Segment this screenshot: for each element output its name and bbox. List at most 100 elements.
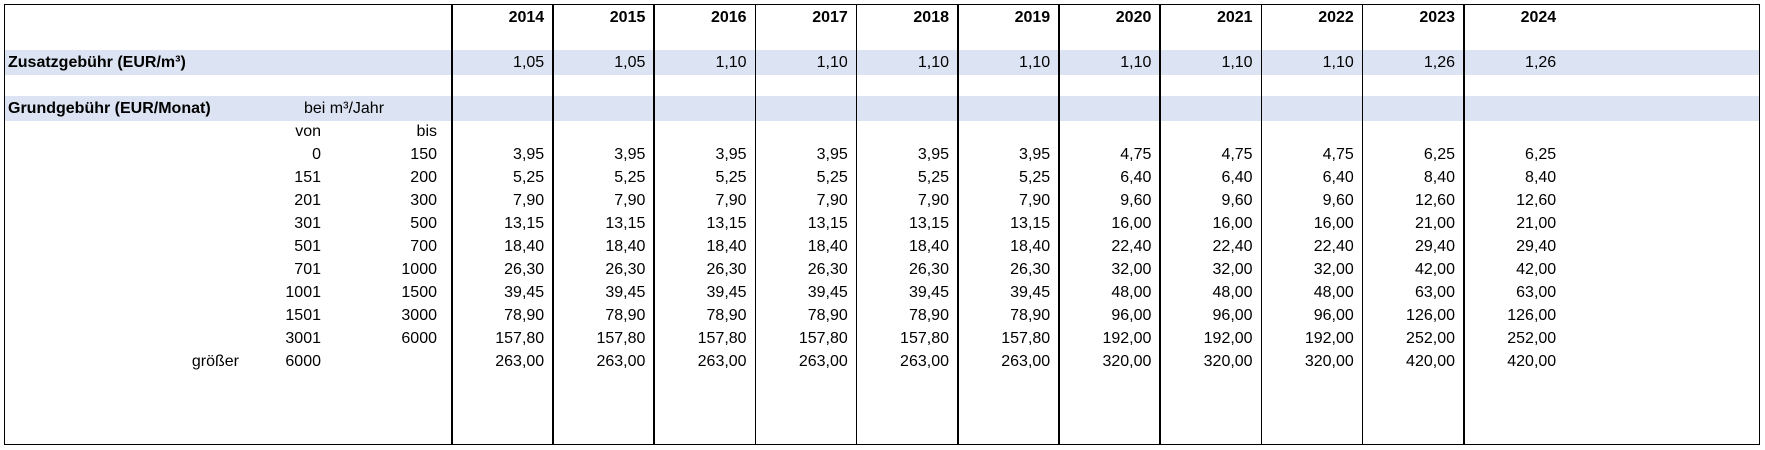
grund-fee-value: 126,00 [1406,307,1455,324]
grund-fee-value: 4,75 [1120,146,1152,163]
year-header-2024: 2024 [1520,9,1557,26]
grund-fee-value: 7,90 [614,192,646,209]
range-prefix: größer [191,353,239,370]
grund-fee-value: 5,25 [614,169,646,186]
year-header-2015: 2015 [609,9,646,26]
zusatz-value: 1,10 [816,54,848,71]
grund-fee-value: 6,40 [1221,169,1253,186]
grund-fee-value: 42,00 [1414,261,1455,278]
grund-unit-label: bei m³/Jahr [304,100,385,117]
year-header-2023: 2023 [1419,9,1455,26]
zusatz-value: 1,10 [1120,54,1152,71]
range-to: 700 [410,238,437,255]
grund-fee-value: 5,25 [513,169,545,186]
range-from: 1501 [285,307,321,324]
year-header-2018: 2018 [913,9,949,26]
column-divider [1159,5,1161,444]
grund-fee-value: 7,90 [715,192,747,209]
fee-table: Zusatzgebühr (EUR/m³) Grundgebühr (EUR/M… [4,4,1760,445]
column-divider [1058,5,1060,444]
grund-fee-value: 18,40 [504,238,545,255]
grund-fee-value: 32,00 [1111,261,1152,278]
grund-fee-value: 5,25 [816,169,848,186]
grund-fee-value: 26,30 [706,261,747,278]
bis-header: bis [416,123,437,140]
grund-fee-value: 7,90 [1019,192,1051,209]
grund-fee-value: 192,00 [1203,330,1253,347]
grund-fee-value: 78,90 [908,307,949,324]
grund-fee-value: 3,95 [715,146,747,163]
grund-fee-value: 39,45 [504,284,545,301]
grund-fee-value: 157,80 [900,330,949,347]
grund-fee-value: 78,90 [504,307,545,324]
zusatz-row-band [5,50,1759,75]
grund-fee-value: 48,00 [1212,284,1253,301]
grund-fee-value: 157,80 [697,330,747,347]
grund-fee-value: 6,40 [1322,169,1354,186]
grund-fee-value: 252,00 [1507,330,1557,347]
range-from: 301 [294,215,321,232]
grund-fee-value: 18,40 [807,238,848,255]
grund-fee-value: 18,40 [1010,238,1051,255]
grund-fee-value: 39,45 [807,284,848,301]
grund-fee-value: 63,00 [1414,284,1455,301]
grund-fee-value: 157,80 [1001,330,1051,347]
year-header-2020: 2020 [1115,9,1152,26]
column-divider [653,5,655,444]
grund-fee-value: 18,40 [706,238,747,255]
range-from: 201 [294,192,321,209]
grund-fee-value: 39,45 [605,284,646,301]
grund-fee-value: 9,60 [1221,192,1253,209]
grund-fee-value: 263,00 [1001,353,1051,370]
grund-label: Grundgebühr (EUR/Monat) [8,100,211,117]
range-to: 150 [410,146,437,163]
grund-fee-value: 157,80 [798,330,848,347]
von-header: von [295,123,321,140]
grund-fee-value: 320,00 [1102,353,1152,370]
grund-fee-value: 8,40 [1423,169,1455,186]
grund-fee-value: 26,30 [807,261,848,278]
zusatz-value: 1,26 [1423,54,1455,71]
grund-fee-value: 3,95 [816,146,848,163]
year-header-2021: 2021 [1216,9,1253,26]
zusatz-value: 1,10 [1019,54,1051,71]
grund-fee-value: 22,40 [1212,238,1253,255]
grund-fee-value: 4,75 [1322,146,1354,163]
range-to: 1000 [401,261,437,278]
grund-row-band [5,96,1759,121]
grund-fee-value: 18,40 [605,238,646,255]
grund-fee-value: 3,95 [917,146,949,163]
grund-fee-value: 9,60 [1322,192,1354,209]
grund-fee-value: 21,00 [1516,215,1557,232]
grund-fee-value: 13,15 [807,215,848,232]
grund-fee-value: 5,25 [917,169,949,186]
grund-fee-value: 26,30 [605,261,646,278]
column-divider [552,5,554,444]
range-from: 501 [294,238,321,255]
range-from: 3001 [285,330,321,347]
grund-fee-value: 39,45 [908,284,949,301]
grund-fee-value: 21,00 [1414,215,1455,232]
grund-fee-value: 48,00 [1111,284,1152,301]
zusatz-label: Zusatzgebühr (EUR/m³) [8,54,186,71]
grund-fee-value: 39,45 [1010,284,1051,301]
grund-fee-value: 7,90 [513,192,545,209]
zusatz-value: 1,05 [513,54,545,71]
range-to: 500 [410,215,437,232]
grund-fee-value: 263,00 [900,353,949,370]
grund-fee-value: 39,45 [706,284,747,301]
grund-fee-value: 192,00 [1304,330,1354,347]
grund-fee-value: 29,40 [1516,238,1557,255]
year-header-2022: 2022 [1318,9,1354,26]
grund-fee-value: 96,00 [1111,307,1152,324]
grund-fee-value: 4,75 [1221,146,1253,163]
grund-fee-value: 7,90 [816,192,848,209]
grund-fee-value: 32,00 [1212,261,1253,278]
year-header-2017: 2017 [812,9,848,26]
range-to: 6000 [401,330,437,347]
grund-fee-value: 22,40 [1313,238,1354,255]
range-from: 6000 [285,353,321,370]
grund-fee-value: 18,40 [908,238,949,255]
grund-fee-value: 320,00 [1304,353,1354,370]
range-from: 0 [312,146,321,163]
